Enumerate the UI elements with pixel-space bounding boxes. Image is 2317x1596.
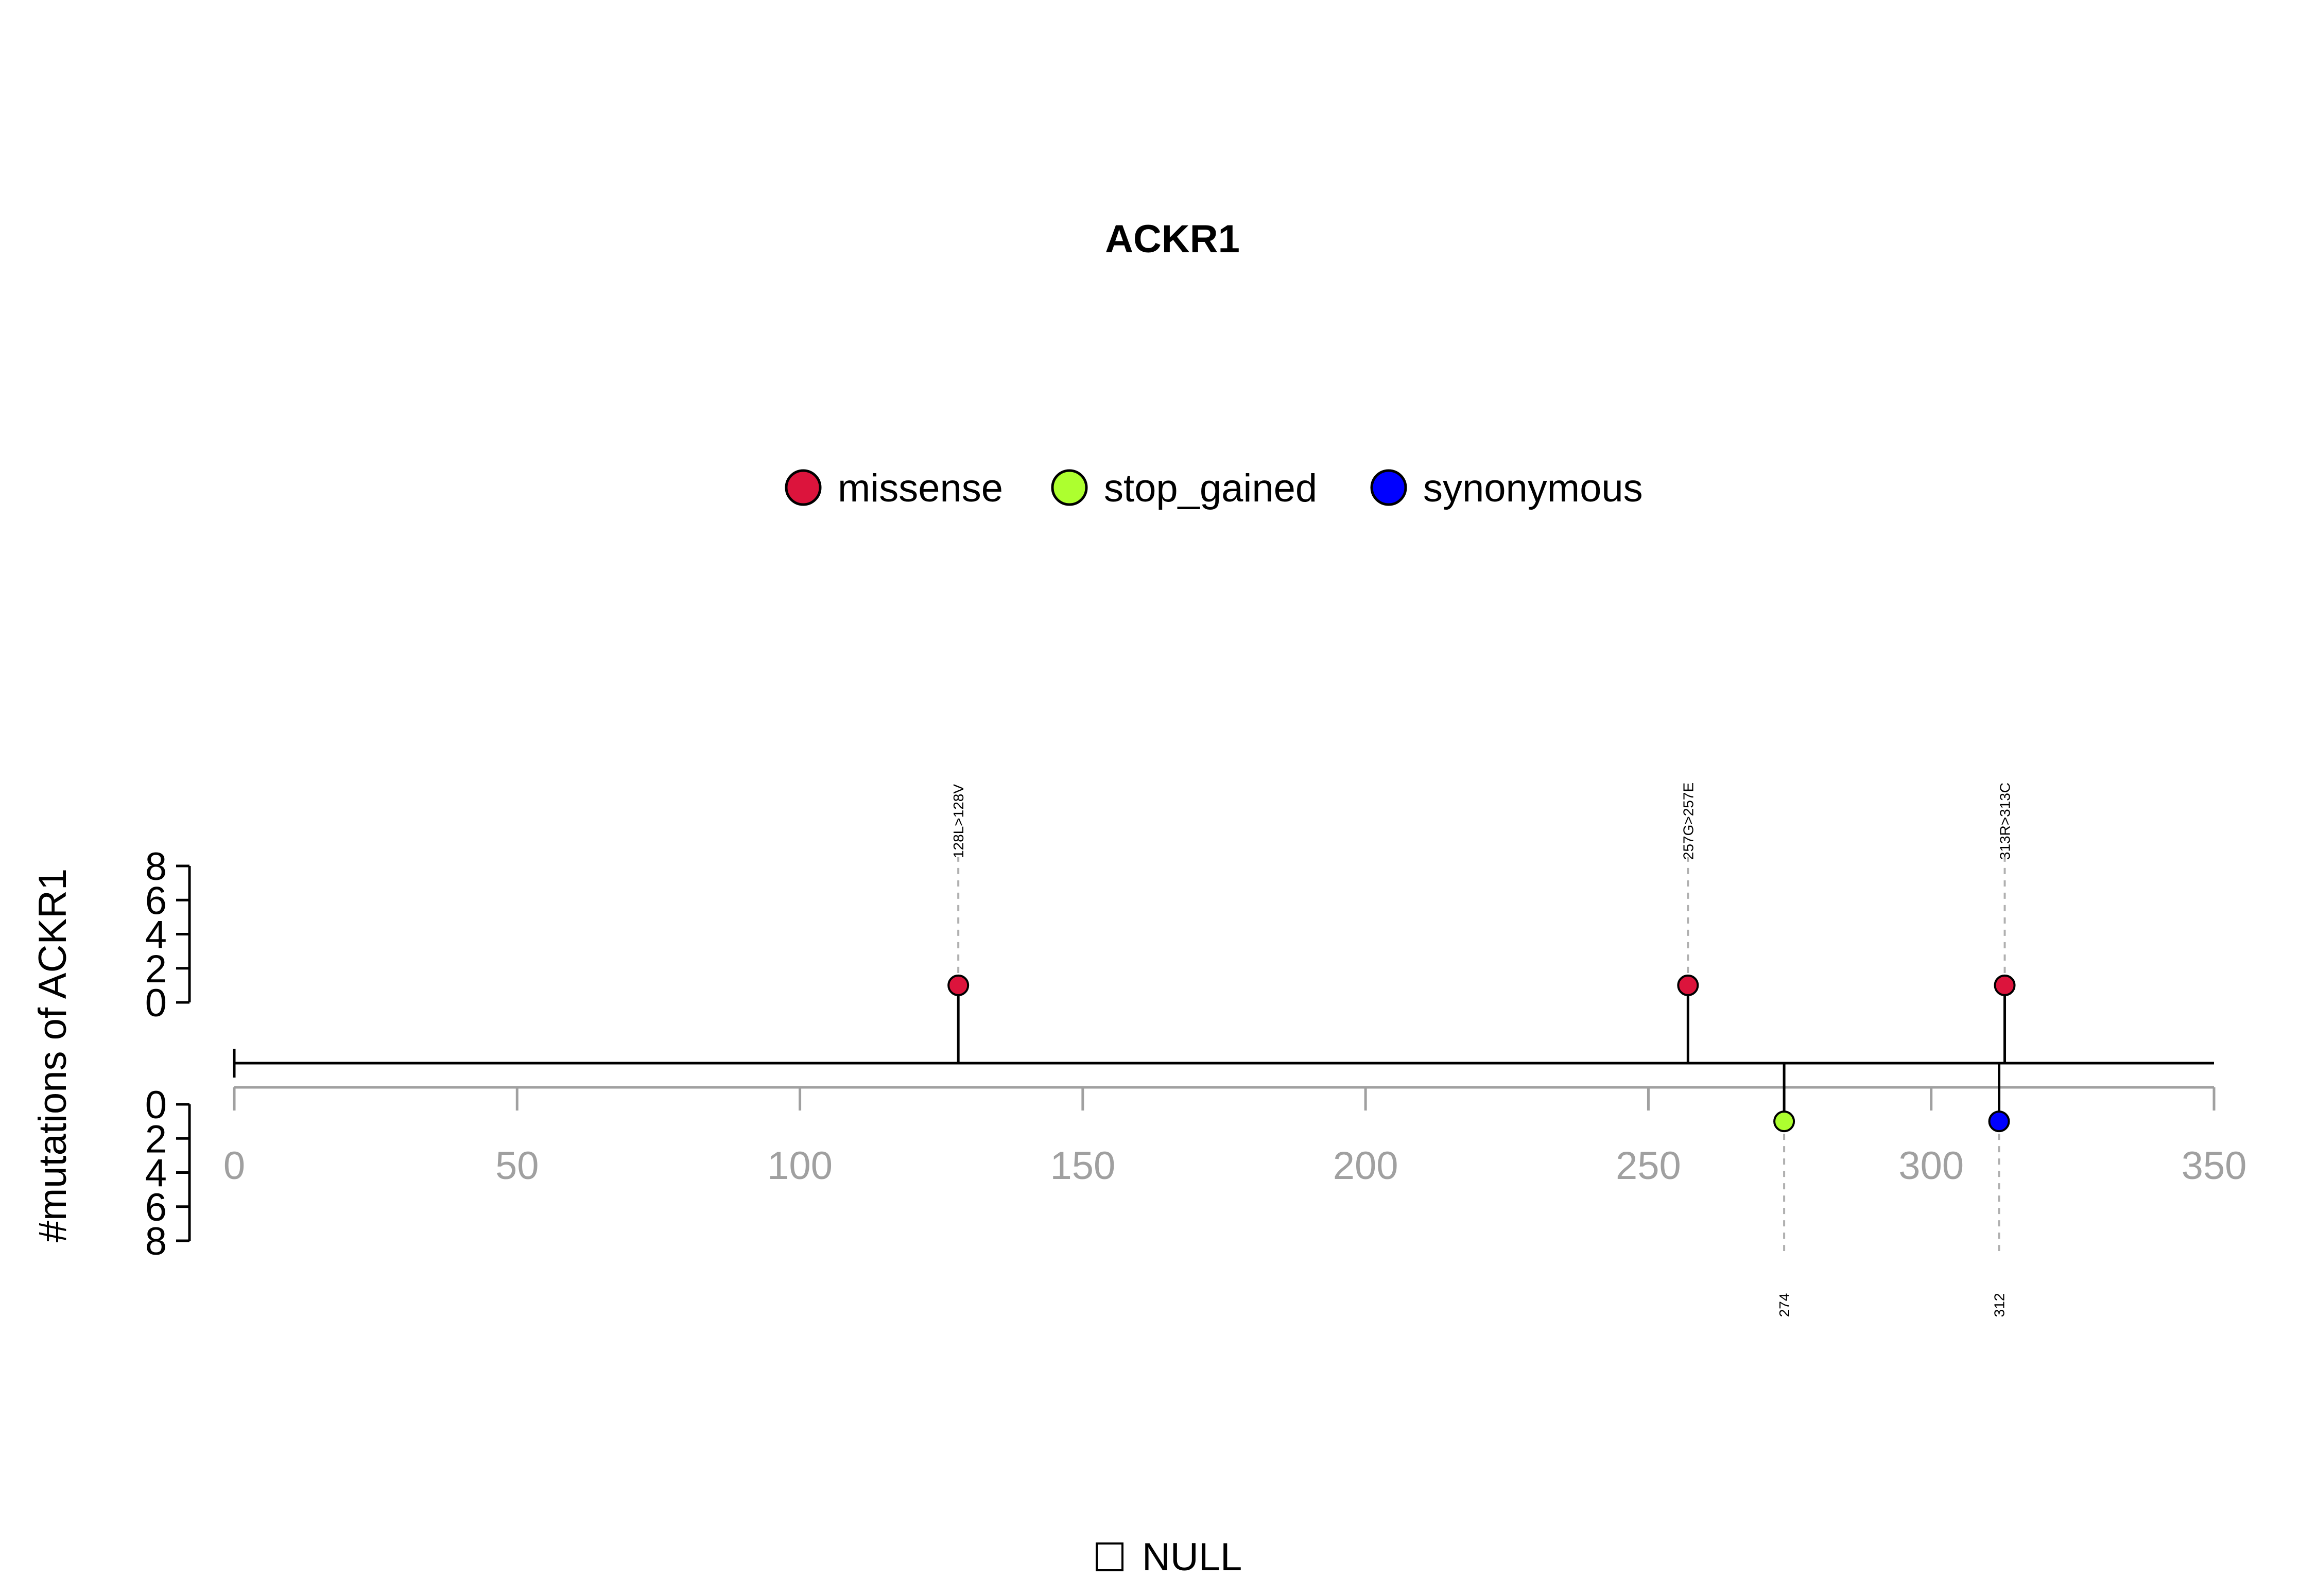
mutation-label: 313R>313C	[1997, 783, 2013, 860]
x-tick-label: 50	[495, 1144, 539, 1188]
mutation-point	[1773, 1111, 1795, 1133]
chart-title: ACKR1	[1105, 217, 1240, 261]
mutation-point	[947, 974, 970, 996]
legend-label-missense: missense	[838, 466, 1003, 510]
null-legend-box	[1096, 1542, 1123, 1571]
y-tick-label: 8	[145, 845, 167, 889]
mutation-label: 257G>257E	[1680, 783, 1696, 860]
footer-legend: NULL	[1096, 1535, 1242, 1579]
mutation-point	[1994, 974, 2016, 996]
y-tick-label: 0	[145, 981, 167, 1025]
y-tick-label: 6	[145, 879, 167, 923]
mutation-point	[1988, 1111, 2010, 1133]
legend: missense stop_gained synonymous	[785, 466, 1643, 510]
y-tick-label: 8	[145, 1220, 167, 1263]
mutation-label: 312	[1992, 1293, 2008, 1317]
y-tick-label: 0	[145, 1083, 167, 1127]
x-tick-label: 350	[2182, 1144, 2247, 1188]
y-tick-label: 2	[145, 947, 167, 991]
x-tick-label: 250	[1616, 1144, 1681, 1188]
x-tick-label: 0	[223, 1144, 245, 1188]
y-tick-label: 4	[145, 913, 167, 957]
x-tick-label: 300	[1898, 1144, 1964, 1188]
mutation-label: 128L>128V	[950, 784, 966, 858]
y-axis-label: #mutations of ACKR1	[31, 869, 75, 1243]
y-tick-label: 2	[145, 1117, 167, 1161]
y-tick-label: 6	[145, 1186, 167, 1229]
x-tick-label: 200	[1333, 1144, 1398, 1188]
legend-marker-synonymous	[1370, 469, 1407, 506]
x-tick-label: 150	[1050, 1144, 1115, 1188]
y-tick-label: 4	[145, 1152, 167, 1195]
legend-marker-missense	[785, 469, 822, 506]
x-tick-label: 100	[767, 1144, 833, 1188]
legend-label-stop_gained: stop_gained	[1104, 466, 1317, 510]
null-legend-label: NULL	[1142, 1535, 1242, 1579]
mutations: 128L>128V 257G>257E 313R>313C 274 312	[947, 783, 2016, 1317]
legend-marker-stop_gained	[1051, 469, 1088, 506]
x-axis: 0 50 100 150 200 250 300 350	[223, 1086, 2247, 1188]
mutation-point	[1677, 974, 1699, 996]
mutation-label: 274	[1776, 1293, 1792, 1317]
legend-label-synonymous: synonymous	[1423, 466, 1643, 510]
